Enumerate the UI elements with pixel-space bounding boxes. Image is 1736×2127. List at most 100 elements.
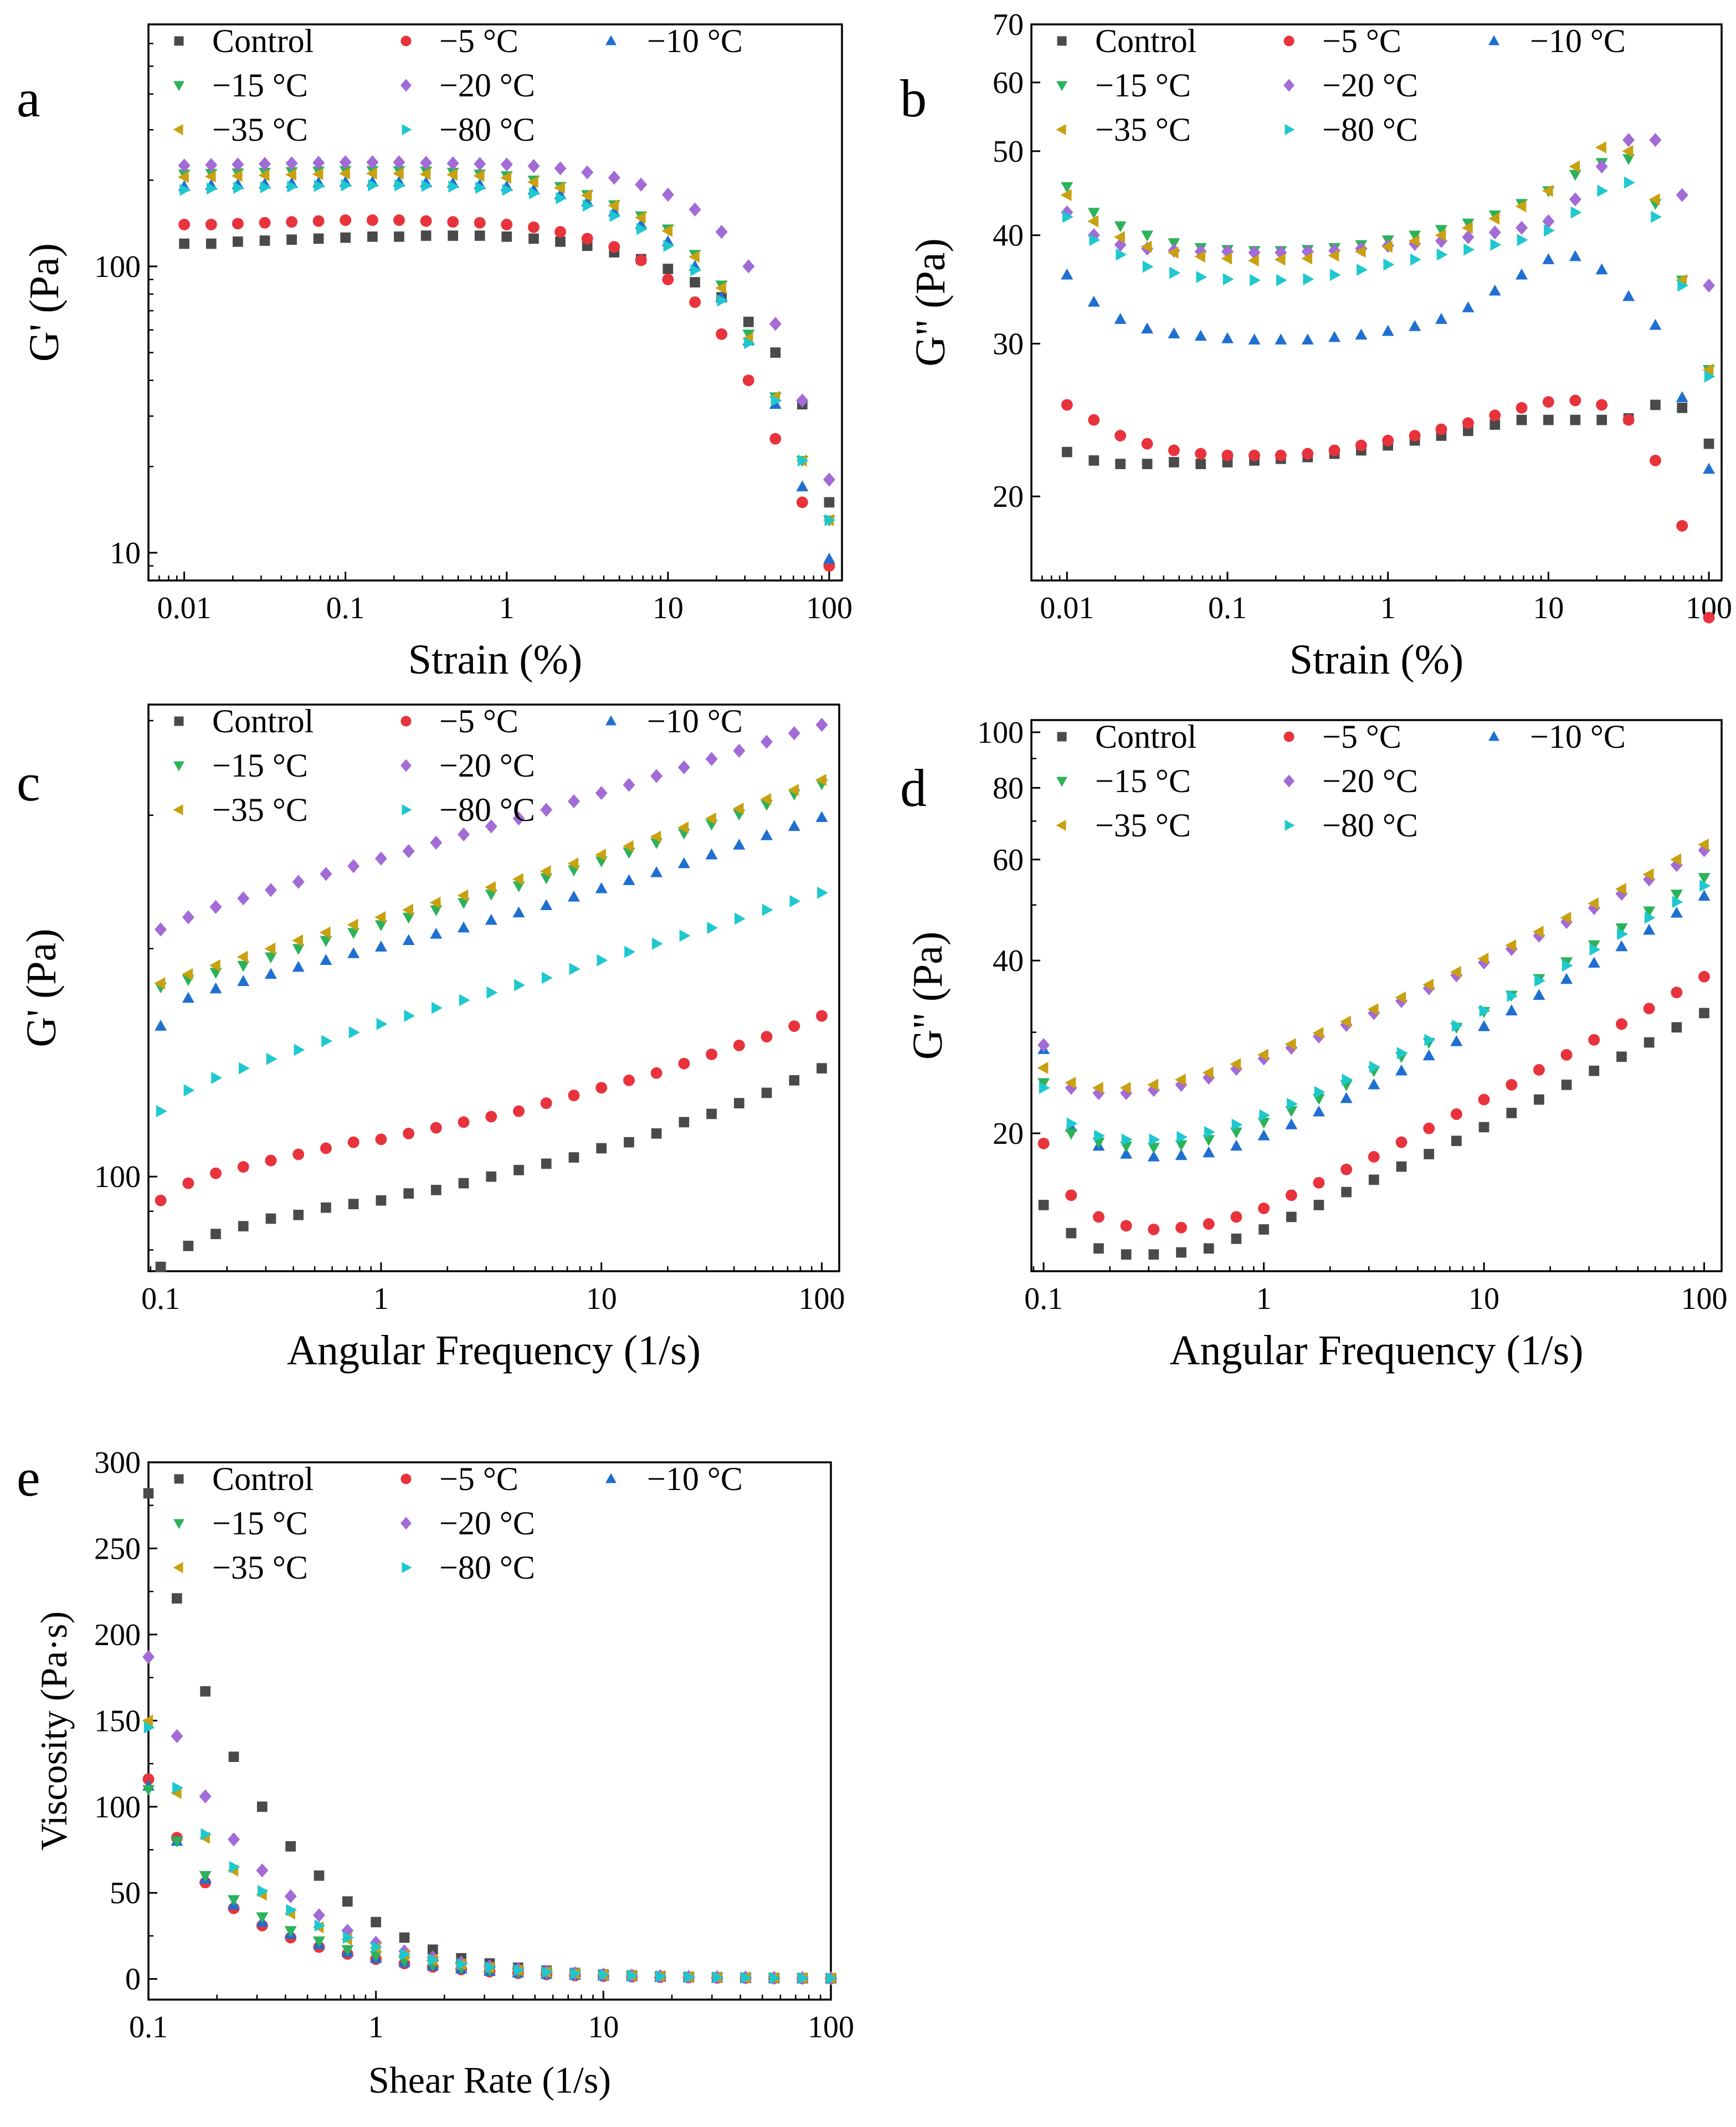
data-point	[1649, 133, 1662, 147]
data-point	[528, 233, 539, 244]
data-point	[286, 1904, 297, 1917]
legend-label: −20 °C	[439, 67, 535, 104]
data-point	[1038, 1038, 1050, 1052]
legend-marker	[402, 124, 412, 135]
data-point	[824, 513, 836, 526]
data-point	[256, 1912, 269, 1924]
data-point	[1588, 940, 1600, 952]
data-point	[581, 189, 592, 202]
y-axis-label: G" (Pa)	[907, 238, 954, 367]
data-point	[689, 202, 701, 217]
data-point	[1534, 974, 1545, 987]
data-point	[1479, 1004, 1491, 1017]
data-point	[1542, 396, 1554, 408]
data-point	[1313, 1176, 1325, 1189]
data-point	[1410, 253, 1421, 266]
data-point	[824, 497, 835, 508]
data-point	[1396, 1047, 1408, 1060]
legend-label: −20 °C	[439, 1505, 535, 1542]
plot-frame	[1030, 23, 1723, 582]
x-tick-label: 0.1	[129, 2010, 168, 2044]
data-point	[430, 835, 443, 850]
data-point	[595, 785, 608, 800]
data-point	[292, 1148, 305, 1160]
data-point	[1462, 301, 1475, 312]
data-point	[341, 1945, 354, 1956]
data-point	[183, 1240, 194, 1251]
data-point	[486, 986, 498, 999]
data-point	[684, 1971, 695, 1984]
data-point	[1490, 419, 1501, 430]
data-point	[1698, 873, 1711, 884]
data-point	[206, 238, 217, 249]
data-point	[238, 1062, 250, 1075]
data-point	[735, 912, 746, 925]
data-point	[258, 169, 270, 182]
data-point	[1424, 1034, 1436, 1046]
data-point	[527, 176, 538, 188]
y-tick-label: 100	[977, 716, 1024, 750]
data-point	[1516, 220, 1528, 235]
legend-label: Control	[1095, 23, 1196, 59]
x-tick-label: 100	[806, 591, 852, 625]
data-point	[1702, 363, 1714, 376]
data-point	[427, 1944, 438, 1955]
data-point	[553, 182, 565, 194]
data-point	[788, 820, 800, 831]
data-point	[733, 839, 746, 850]
data-point	[1670, 906, 1683, 918]
data-point	[1595, 141, 1606, 154]
data-point	[741, 1971, 752, 1984]
data-point	[1248, 333, 1261, 345]
data-point	[1560, 1049, 1573, 1061]
data-point	[596, 1143, 607, 1154]
data-point	[1517, 234, 1528, 246]
data-point	[1066, 1117, 1078, 1130]
data-point	[1676, 188, 1688, 202]
data-point	[706, 1108, 717, 1119]
data-point	[823, 552, 835, 564]
x-tick-label: 0.1	[1024, 1282, 1063, 1316]
data-point	[540, 865, 551, 877]
data-point	[1231, 1118, 1243, 1131]
data-point	[347, 1136, 359, 1148]
data-point	[788, 726, 800, 741]
data-point	[501, 231, 512, 242]
data-point	[655, 1970, 667, 1983]
legend-marker	[174, 716, 184, 726]
data-point	[705, 812, 716, 825]
legend-marker	[605, 1473, 617, 1483]
data-point	[1065, 1076, 1076, 1089]
data-point	[1588, 897, 1599, 910]
data-point	[1595, 263, 1608, 275]
data-point	[1088, 414, 1100, 426]
data-point	[1274, 253, 1286, 266]
data-point	[1395, 1064, 1408, 1076]
data-point	[1435, 423, 1447, 435]
data-point	[1342, 1073, 1353, 1086]
data-point	[1381, 240, 1393, 253]
data-point	[1119, 1082, 1131, 1095]
data-point	[1257, 1129, 1270, 1140]
data-point	[292, 944, 305, 955]
data-point	[259, 157, 271, 171]
data-point	[623, 874, 635, 885]
data-point	[1423, 1122, 1435, 1134]
data-point	[1285, 1038, 1296, 1051]
data-point	[634, 211, 646, 224]
data-point	[769, 433, 782, 445]
data-point	[1478, 1093, 1490, 1106]
data-point	[1450, 965, 1461, 978]
y-axis-label: Viscosity (Pa·s)	[33, 1611, 75, 1851]
data-point	[1114, 221, 1127, 233]
data-point	[155, 1261, 166, 1272]
data-point	[1699, 1008, 1709, 1019]
panel-letter: b	[900, 69, 927, 128]
data-point	[199, 1871, 212, 1882]
data-point	[1670, 857, 1683, 872]
legend-label: −80 °C	[439, 1549, 535, 1586]
data-point	[446, 168, 458, 181]
data-point	[1286, 1211, 1297, 1222]
legend-label: −35 °C	[212, 792, 308, 828]
data-point	[1533, 1064, 1545, 1076]
